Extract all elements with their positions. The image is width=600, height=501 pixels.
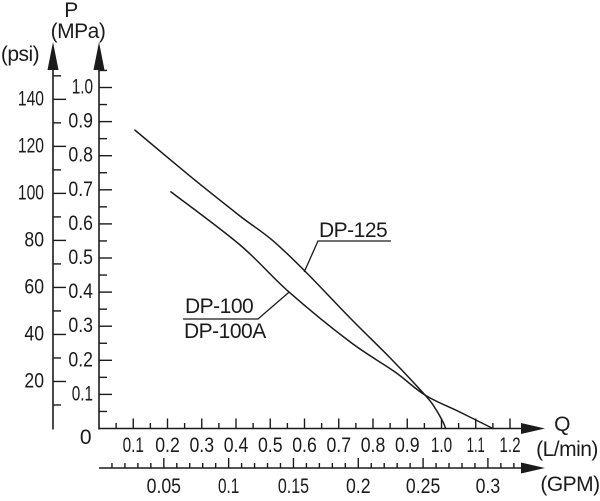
y-axis-mpa: 0.1 0.2 0.3 0.4 0.5 0.6 0.7 0.8 0.9 1.0 — [68, 42, 112, 430]
curve-dp125 — [134, 129, 447, 430]
mpa-tick-label: 0.4 — [68, 280, 93, 303]
gpm-tick-label: 0.05 — [147, 475, 181, 498]
x-axis-lmin: 0.1 0.2 0.3 0.4 0.5 0.6 0.7 0.8 0.9 1.0 1.1 1.2 — [99, 418, 545, 457]
leader-dp125 — [303, 240, 391, 273]
mpa-tick-label: 0.8 — [68, 144, 93, 167]
psi-tick-label: 40 — [24, 322, 44, 345]
curve-label-dp125: DP-125 — [319, 219, 388, 242]
x-axis-unit-lmin: (L/min) — [536, 438, 598, 461]
lmin-tick-label: 0.4 — [224, 434, 249, 457]
curve-label-dp100a: DP-100A — [184, 320, 266, 343]
lmin-tick-label: 0.9 — [395, 434, 420, 457]
mpa-tick-label: 0.6 — [68, 212, 93, 235]
curve-dp100 — [170, 191, 494, 430]
psi-tick-label: 120 — [18, 134, 44, 157]
lmin-tick-label: 1.1 — [467, 434, 485, 457]
origin-zero-label: 0 — [79, 426, 92, 449]
psi-tick-label: 80 — [24, 228, 44, 251]
gpm-tick-label: 0.2 — [346, 475, 371, 498]
y-axis-symbol-p: P — [64, 0, 78, 22]
lmin-tick-label: 1.0 — [431, 434, 452, 457]
mpa-tick-label: 0.7 — [68, 178, 93, 201]
y-axis-unit-psi: (psi) — [0, 43, 40, 66]
x-axis-gpm: 0.05 0.1 0.15 0.2 0.25 0.3 — [99, 458, 545, 498]
lmin-tick-label: 0.5 — [258, 434, 283, 457]
mpa-tick-label: 0.3 — [68, 314, 93, 337]
gpm-tick-label: 0.1 — [218, 475, 239, 498]
mpa-tick-label: 0.2 — [68, 348, 93, 371]
annotation-leaders — [183, 240, 391, 320]
psi-tick-label: 20 — [24, 369, 44, 392]
y-axis-psi-arrowhead — [47, 42, 59, 70]
lmin-tick-label: 0.8 — [361, 434, 386, 457]
mpa-tick-label: 1.0 — [72, 76, 93, 99]
psi-tick-label: 60 — [24, 275, 44, 298]
gpm-tick-label: 0.3 — [476, 475, 501, 498]
lmin-tick-label: 0.3 — [189, 434, 214, 457]
lmin-tick-label: 0.6 — [292, 434, 317, 457]
psi-tick-label: 100 — [18, 181, 44, 204]
lmin-tick-label: 0.1 — [123, 434, 144, 457]
x-axis-gpm-arrowhead — [521, 462, 545, 474]
x-axis-lmin-arrowhead — [521, 423, 545, 434]
mpa-tick-label: 0.1 — [72, 382, 93, 405]
lmin-tick-label: 0.7 — [326, 434, 351, 457]
y-axis-unit-mpa: (MPa) — [50, 20, 106, 43]
curve-label-dp100: DP-100 — [185, 295, 254, 318]
x-axis-symbol-q: Q — [554, 413, 570, 436]
x-axis-unit-gpm: (GPM) — [540, 473, 600, 496]
y-axis-mpa-arrowhead — [93, 42, 105, 70]
mpa-tick-label: 0.5 — [68, 246, 93, 269]
y-axis-psi: 20 40 60 80 100 120 140 — [18, 42, 66, 430]
gpm-tick-label: 0.15 — [278, 475, 309, 498]
gpm-tick-label: 0.25 — [406, 475, 440, 498]
mpa-tick-label: 0.9 — [68, 110, 93, 133]
leader-dp100 — [183, 291, 290, 320]
lmin-tick-label: 0.2 — [155, 434, 180, 457]
lmin-tick-label: 1.2 — [499, 434, 520, 457]
psi-tick-label: 140 — [18, 87, 44, 110]
